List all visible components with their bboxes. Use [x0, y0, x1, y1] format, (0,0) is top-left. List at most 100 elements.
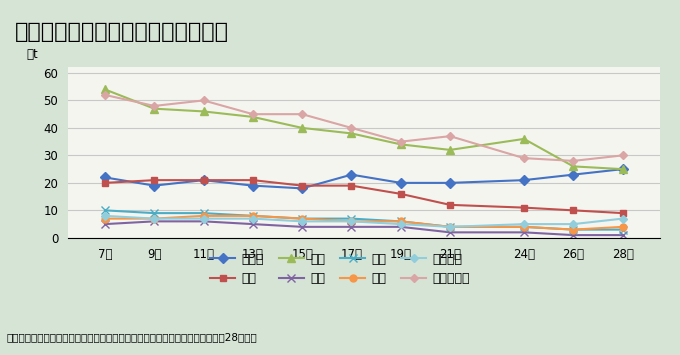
東北 — [619, 211, 627, 215]
東北 — [101, 181, 109, 185]
九州・沖縄 — [446, 134, 454, 138]
東海 — [619, 228, 627, 232]
近畿 — [347, 219, 356, 224]
近畿 — [446, 225, 454, 229]
九州・沖縄 — [249, 112, 257, 116]
Line: 東北: 東北 — [101, 177, 626, 217]
関東 — [569, 164, 577, 169]
中国四国 — [619, 217, 627, 221]
東北 — [396, 192, 405, 196]
Line: 九州・沖縄: 九州・沖縄 — [102, 92, 626, 164]
関東 — [520, 137, 528, 141]
東海 — [101, 208, 109, 213]
九州・沖縄 — [347, 126, 356, 130]
中国四国 — [569, 222, 577, 226]
東北 — [249, 178, 257, 182]
北海道 — [298, 186, 306, 191]
Text: 千t: 千t — [27, 48, 38, 61]
Line: 近畿: 近畿 — [101, 212, 626, 233]
関東 — [347, 131, 356, 136]
北陸 — [396, 225, 405, 229]
東北 — [298, 184, 306, 188]
Line: 東海: 東海 — [101, 206, 627, 234]
中国四国 — [150, 217, 158, 221]
北海道 — [249, 184, 257, 188]
北陸 — [101, 222, 109, 226]
北陸 — [446, 230, 454, 235]
北陸 — [298, 225, 306, 229]
近畿 — [101, 217, 109, 221]
北海道 — [199, 178, 207, 182]
関東 — [446, 148, 454, 152]
北陸 — [199, 219, 207, 224]
関東 — [619, 167, 627, 171]
関東 — [150, 106, 158, 111]
東海 — [298, 217, 306, 221]
九州・沖縄 — [101, 93, 109, 97]
北陸 — [619, 233, 627, 237]
北陸 — [569, 233, 577, 237]
Text: 資料：農林水産省「園芸用施設及び農業用廃プラスチックに関する実態（平成28年）」: 資料：農林水産省「園芸用施設及び農業用廃プラスチックに関する実態（平成28年）」 — [7, 333, 258, 343]
東北 — [199, 178, 207, 182]
東北 — [520, 206, 528, 210]
北海道 — [520, 178, 528, 182]
北陸 — [520, 230, 528, 235]
東北 — [569, 208, 577, 213]
北陸 — [150, 219, 158, 224]
中国四国 — [446, 225, 454, 229]
関東 — [101, 87, 109, 92]
九州・沖縄 — [199, 98, 207, 103]
関東 — [396, 142, 405, 147]
北陸 — [249, 222, 257, 226]
東海 — [396, 219, 405, 224]
東海 — [150, 211, 158, 215]
北陸 — [347, 225, 356, 229]
九州・沖縄 — [150, 104, 158, 108]
Legend: 北海道, 東北, 関東, 北陸, 東海, 近畿, 中国四国, 九州・沖縄: 北海道, 東北, 関東, 北陸, 東海, 近畿, 中国四国, 九州・沖縄 — [205, 248, 475, 290]
北海道 — [101, 175, 109, 180]
Line: 北海道: 北海道 — [101, 166, 626, 192]
東海 — [199, 211, 207, 215]
東北 — [446, 203, 454, 207]
北海道 — [569, 173, 577, 177]
近畿 — [396, 219, 405, 224]
東北 — [347, 184, 356, 188]
中国四国 — [101, 214, 109, 218]
九州・沖縄 — [569, 159, 577, 163]
北海道 — [150, 184, 158, 188]
Line: 中国四国: 中国四国 — [102, 213, 626, 230]
関東 — [199, 109, 207, 114]
中国四国 — [199, 217, 207, 221]
中国四国 — [298, 219, 306, 224]
Line: 北陸: 北陸 — [101, 217, 627, 239]
近畿 — [199, 214, 207, 218]
中国四国 — [249, 217, 257, 221]
九州・沖縄 — [396, 140, 405, 144]
東海 — [520, 225, 528, 229]
東海 — [569, 228, 577, 232]
近畿 — [619, 225, 627, 229]
近畿 — [249, 214, 257, 218]
九州・沖縄 — [298, 112, 306, 116]
北海道 — [619, 167, 627, 171]
九州・沖縄 — [520, 156, 528, 160]
北海道 — [396, 181, 405, 185]
関東 — [249, 115, 257, 119]
中国四国 — [396, 222, 405, 226]
近畿 — [569, 228, 577, 232]
中国四国 — [520, 222, 528, 226]
中国四国 — [347, 219, 356, 224]
Line: 関東: 関東 — [101, 85, 627, 173]
北海道 — [347, 173, 356, 177]
北海道 — [446, 181, 454, 185]
近畿 — [298, 217, 306, 221]
近畿 — [520, 225, 528, 229]
Text: 各地域の年間排出量の推移及び比較: 各地域の年間排出量の推移及び比較 — [15, 22, 228, 42]
東海 — [446, 225, 454, 229]
関東 — [298, 126, 306, 130]
東北 — [150, 178, 158, 182]
東海 — [347, 217, 356, 221]
東海 — [249, 214, 257, 218]
九州・沖縄 — [619, 153, 627, 158]
近畿 — [150, 217, 158, 221]
